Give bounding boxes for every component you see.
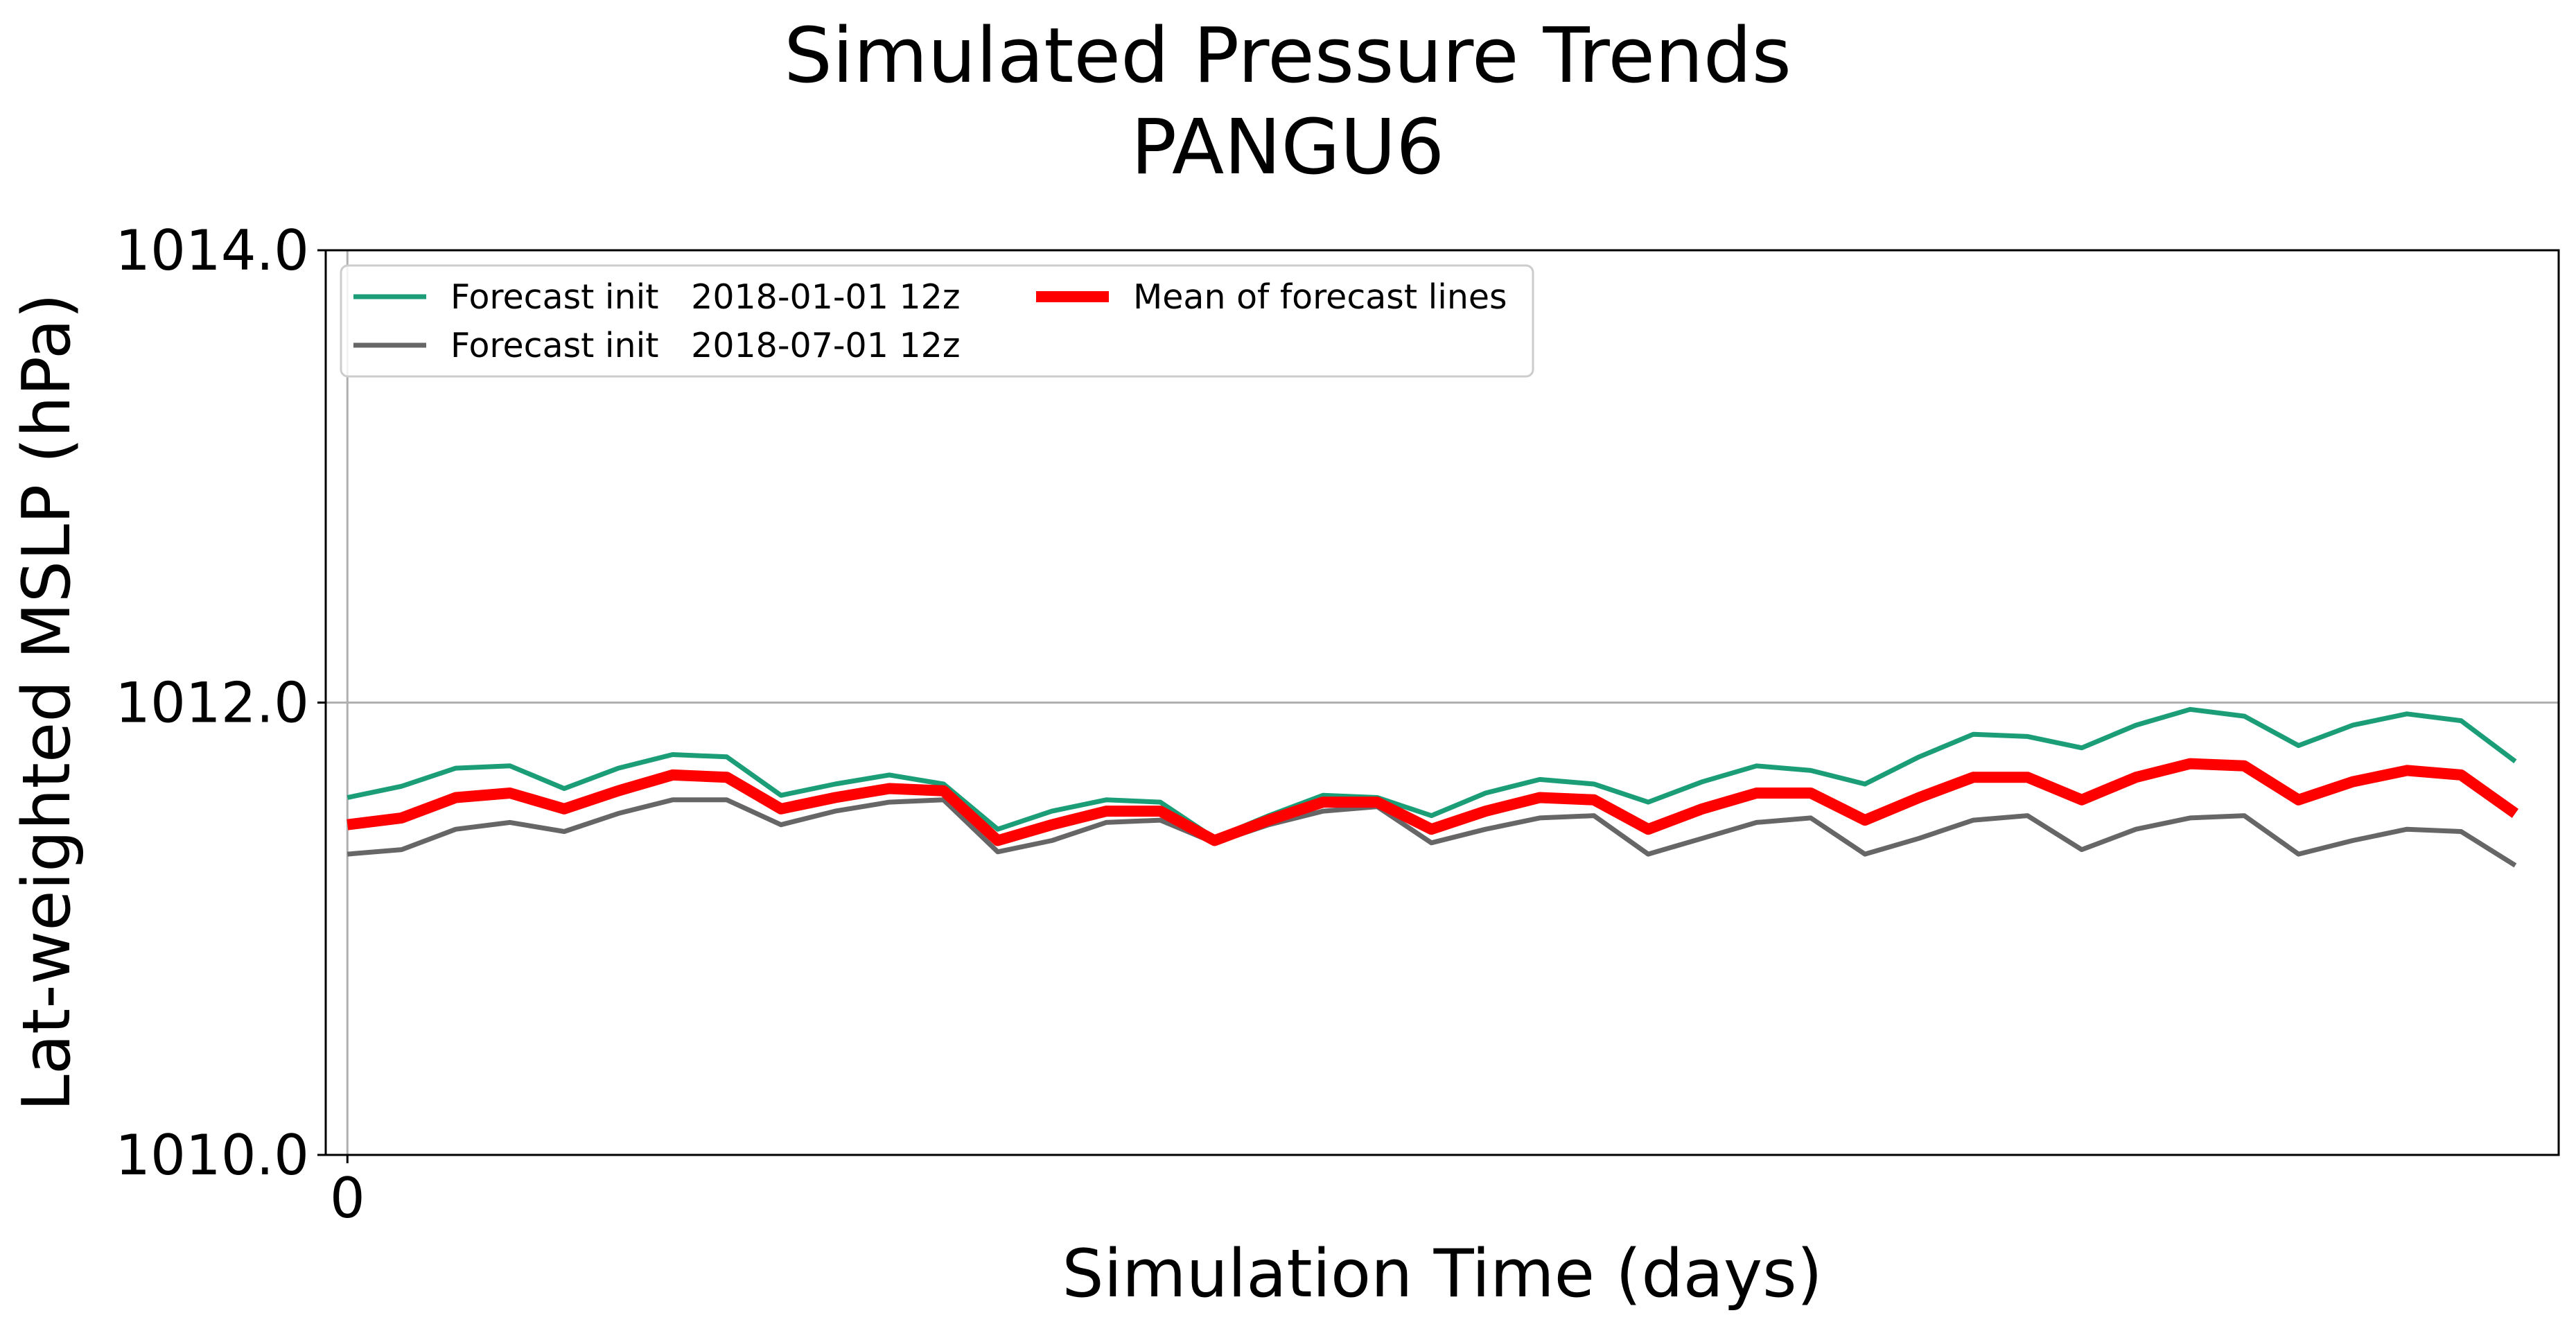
- series-line: [347, 797, 2517, 868]
- y-tick-label: 1012.0: [115, 671, 309, 736]
- plot-area: [324, 249, 2560, 1156]
- legend-box: [340, 264, 1534, 378]
- y-axis-label: Lat-weighted MSLP (hPa): [9, 293, 85, 1111]
- series-line: [347, 706, 2517, 841]
- y-tick-label: 1010.0: [115, 1123, 309, 1188]
- y-tick-label: 1014.0: [115, 218, 309, 283]
- legend-items: Forecast init 2018-01-01 12z Forecast ini…: [353, 277, 1507, 365]
- legend: Forecast init 2018-01-01 12z Forecast ini…: [340, 264, 1534, 378]
- x-tick-label: 0: [330, 1166, 365, 1230]
- chart-subtitle: PANGU6: [1131, 103, 1445, 191]
- chart-title: Simulated Pressure Trends: [784, 11, 1791, 100]
- x-axis-label: Simulation Time (days): [1062, 1236, 1822, 1312]
- x-axis-ticks: 0: [330, 1155, 365, 1230]
- series-lines: [347, 706, 2519, 868]
- legend-label: Mean of forecast lines: [1133, 277, 1507, 317]
- legend-label: Forecast init 2018-01-01 12z: [450, 277, 961, 317]
- legend-label: Forecast init 2018-07-01 12z: [450, 326, 961, 365]
- y-axis-ticks: 1010.0 1012.0 1014.0: [115, 218, 326, 1188]
- series-line: [347, 758, 2519, 846]
